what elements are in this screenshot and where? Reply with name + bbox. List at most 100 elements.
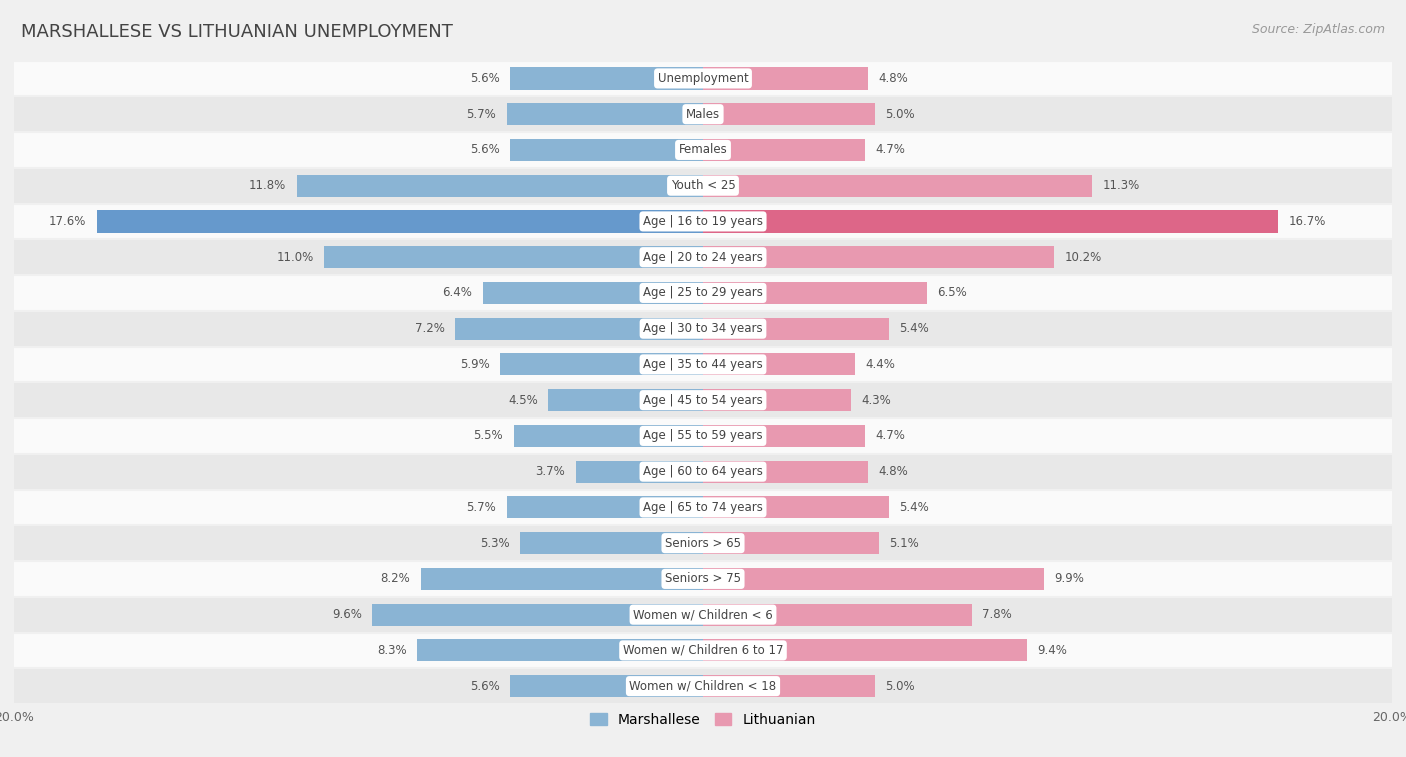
Bar	[14, 561, 1392, 597]
Text: MARSHALLESE VS LITHUANIAN UNEMPLOYMENT: MARSHALLESE VS LITHUANIAN UNEMPLOYMENT	[21, 23, 453, 41]
Bar	[703, 675, 875, 697]
Bar	[14, 347, 1392, 382]
Bar	[14, 61, 1392, 96]
Bar	[703, 640, 1026, 662]
Text: Age | 20 to 24 years: Age | 20 to 24 years	[643, 251, 763, 263]
Bar	[703, 210, 1278, 232]
Text: 11.0%: 11.0%	[277, 251, 314, 263]
Text: 4.3%: 4.3%	[862, 394, 891, 407]
Text: 5.7%: 5.7%	[467, 501, 496, 514]
Bar	[703, 460, 869, 483]
Text: 9.6%: 9.6%	[332, 608, 361, 621]
Bar	[14, 204, 1392, 239]
Text: Unemployment: Unemployment	[658, 72, 748, 85]
Text: Age | 65 to 74 years: Age | 65 to 74 years	[643, 501, 763, 514]
Text: 17.6%: 17.6%	[49, 215, 86, 228]
Text: 11.3%: 11.3%	[1102, 179, 1140, 192]
Text: 7.2%: 7.2%	[415, 322, 444, 335]
Bar	[14, 490, 1392, 525]
Text: 5.4%: 5.4%	[900, 501, 929, 514]
Bar	[14, 132, 1392, 168]
Text: 5.9%: 5.9%	[460, 358, 489, 371]
Text: 5.3%: 5.3%	[481, 537, 510, 550]
Text: 4.8%: 4.8%	[879, 72, 908, 85]
Text: 5.1%: 5.1%	[889, 537, 918, 550]
Bar	[97, 210, 703, 232]
Text: 5.5%: 5.5%	[474, 429, 503, 442]
Text: 5.0%: 5.0%	[886, 107, 915, 120]
Bar	[323, 246, 703, 268]
Bar	[703, 282, 927, 304]
Bar	[499, 354, 703, 375]
Bar	[703, 103, 875, 125]
Text: Age | 55 to 59 years: Age | 55 to 59 years	[643, 429, 763, 442]
Bar	[506, 103, 703, 125]
Bar	[14, 633, 1392, 668]
Text: 5.6%: 5.6%	[470, 680, 499, 693]
Text: Seniors > 65: Seniors > 65	[665, 537, 741, 550]
Text: 8.2%: 8.2%	[381, 572, 411, 585]
Text: Females: Females	[679, 143, 727, 157]
Bar	[703, 603, 972, 626]
Bar	[14, 453, 1392, 490]
Bar	[420, 568, 703, 590]
Bar	[482, 282, 703, 304]
Text: 10.2%: 10.2%	[1064, 251, 1102, 263]
Bar	[14, 168, 1392, 204]
Text: 16.7%: 16.7%	[1289, 215, 1326, 228]
Bar	[703, 497, 889, 519]
Bar	[575, 460, 703, 483]
Bar	[14, 525, 1392, 561]
Bar	[14, 239, 1392, 275]
Text: Women w/ Children < 18: Women w/ Children < 18	[630, 680, 776, 693]
Text: 5.4%: 5.4%	[900, 322, 929, 335]
Text: Youth < 25: Youth < 25	[671, 179, 735, 192]
Bar	[506, 497, 703, 519]
Bar	[548, 389, 703, 411]
Text: Males: Males	[686, 107, 720, 120]
Bar	[703, 67, 869, 89]
Bar	[456, 318, 703, 340]
Text: Age | 45 to 54 years: Age | 45 to 54 years	[643, 394, 763, 407]
Bar	[703, 354, 855, 375]
Bar	[703, 425, 865, 447]
Text: 4.7%: 4.7%	[875, 143, 905, 157]
Text: 7.8%: 7.8%	[981, 608, 1012, 621]
Bar	[418, 640, 703, 662]
Text: 5.6%: 5.6%	[470, 143, 499, 157]
Text: 3.7%: 3.7%	[536, 465, 565, 478]
Text: Age | 60 to 64 years: Age | 60 to 64 years	[643, 465, 763, 478]
Bar	[703, 568, 1045, 590]
Text: 4.7%: 4.7%	[875, 429, 905, 442]
Bar	[14, 418, 1392, 453]
Bar	[14, 96, 1392, 132]
Text: Age | 16 to 19 years: Age | 16 to 19 years	[643, 215, 763, 228]
Text: 9.4%: 9.4%	[1038, 644, 1067, 657]
Text: Seniors > 75: Seniors > 75	[665, 572, 741, 585]
Text: 6.5%: 6.5%	[938, 286, 967, 300]
Bar	[513, 425, 703, 447]
Text: Women w/ Children < 6: Women w/ Children < 6	[633, 608, 773, 621]
Text: 5.7%: 5.7%	[467, 107, 496, 120]
Text: 4.5%: 4.5%	[508, 394, 537, 407]
Text: 8.3%: 8.3%	[377, 644, 406, 657]
Bar	[14, 311, 1392, 347]
Bar	[14, 668, 1392, 704]
Text: 4.8%: 4.8%	[879, 465, 908, 478]
Text: 6.4%: 6.4%	[443, 286, 472, 300]
Text: Age | 25 to 29 years: Age | 25 to 29 years	[643, 286, 763, 300]
Bar	[14, 382, 1392, 418]
Text: Source: ZipAtlas.com: Source: ZipAtlas.com	[1251, 23, 1385, 36]
Text: Women w/ Children 6 to 17: Women w/ Children 6 to 17	[623, 644, 783, 657]
Bar	[14, 597, 1392, 633]
Bar	[520, 532, 703, 554]
Bar	[510, 675, 703, 697]
Bar	[297, 175, 703, 197]
Bar	[703, 318, 889, 340]
Text: 9.9%: 9.9%	[1054, 572, 1084, 585]
Bar	[510, 67, 703, 89]
Text: 11.8%: 11.8%	[249, 179, 287, 192]
Text: 4.4%: 4.4%	[865, 358, 894, 371]
Bar	[703, 175, 1092, 197]
Text: 5.0%: 5.0%	[886, 680, 915, 693]
